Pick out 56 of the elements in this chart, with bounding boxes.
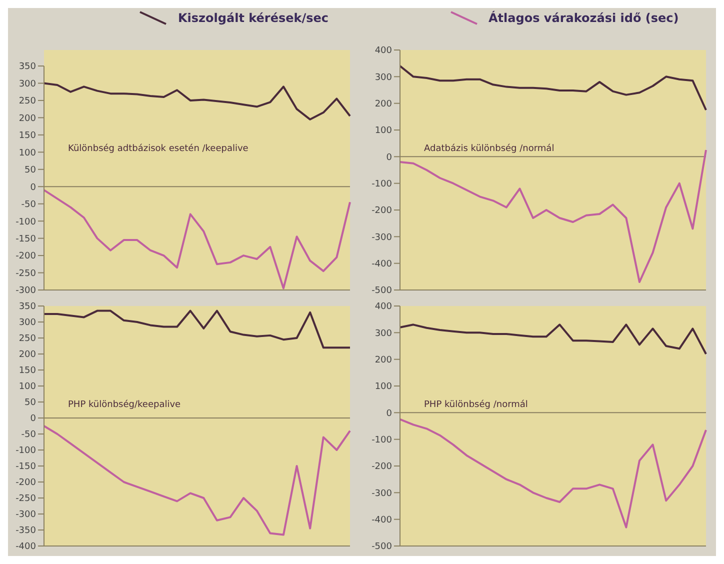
y-tick-label: -300 — [372, 488, 392, 499]
y-tick-label: -500 — [372, 542, 392, 552]
y-tick-label: -300 — [16, 286, 36, 296]
y-tick-label: -200 — [16, 252, 36, 262]
y-tick-label: -200 — [372, 462, 392, 472]
y-tick-label: 300 — [18, 79, 36, 90]
y-tick-label: -250 — [16, 268, 36, 279]
y-tick-label: 0 — [30, 414, 36, 424]
annotation: PHP különbség/keepalive — [68, 400, 181, 410]
y-tick-label: 100 — [374, 382, 392, 392]
y-tick-label: 350 — [18, 302, 36, 312]
y-tick-label: 400 — [374, 46, 392, 56]
y-tick-label: -100 — [372, 180, 392, 190]
legend-label: Átlagos várakozási idő (sec) — [488, 11, 679, 25]
y-tick-label: -200 — [372, 206, 392, 216]
y-tick-label: -50 — [21, 430, 36, 440]
y-tick-label: 0 — [386, 408, 392, 419]
y-tick-label: 200 — [18, 350, 36, 360]
legend-label: Kiszolgált kérések/sec — [178, 11, 329, 25]
y-tick-label: -50 — [21, 200, 36, 210]
y-tick-label: -400 — [372, 516, 392, 526]
y-tick-label: 350 — [18, 62, 36, 72]
y-tick-label: 200 — [374, 356, 392, 366]
y-tick-label: 150 — [18, 366, 36, 376]
y-tick-label: -400 — [372, 260, 392, 270]
y-tick-label: -200 — [16, 478, 36, 488]
y-tick-label: 300 — [374, 72, 392, 83]
annotation: PHP különbség /normál — [424, 400, 528, 410]
y-tick-label: 0 — [386, 152, 392, 163]
y-tick-label: 100 — [18, 382, 36, 392]
y-tick-label: -300 — [16, 510, 36, 520]
y-tick-label: 200 — [374, 100, 392, 110]
y-tick-label: -300 — [372, 232, 392, 243]
y-tick-label: 150 — [18, 131, 36, 142]
y-tick-label: 300 — [18, 318, 36, 328]
y-tick-label: 50 — [24, 398, 36, 408]
y-tick-label: -150 — [16, 234, 36, 245]
y-tick-label: 100 — [18, 148, 36, 158]
y-tick-label: -100 — [372, 436, 392, 446]
y-tick-label: -250 — [16, 494, 36, 504]
y-tick-label: 100 — [374, 126, 392, 136]
y-tick-label: -150 — [16, 462, 36, 472]
y-tick-label: -350 — [16, 526, 36, 536]
y-tick-label: 250 — [18, 96, 36, 107]
y-tick-label: -500 — [372, 286, 392, 296]
y-tick-label: 300 — [374, 328, 392, 339]
y-tick-label: -400 — [16, 542, 36, 552]
y-tick-label: -100 — [16, 217, 36, 228]
y-tick-label: 50 — [24, 166, 36, 176]
y-tick-label: 0 — [30, 182, 36, 193]
y-tick-label: 250 — [18, 334, 36, 344]
y-tick-label: 200 — [18, 114, 36, 124]
annotation: Különbség adtbázisok esetén /keepalive — [68, 144, 248, 154]
y-tick-label: 400 — [374, 302, 392, 312]
annotation: Adatbázis különbség /normál — [424, 144, 554, 154]
y-tick-label: -100 — [16, 446, 36, 456]
